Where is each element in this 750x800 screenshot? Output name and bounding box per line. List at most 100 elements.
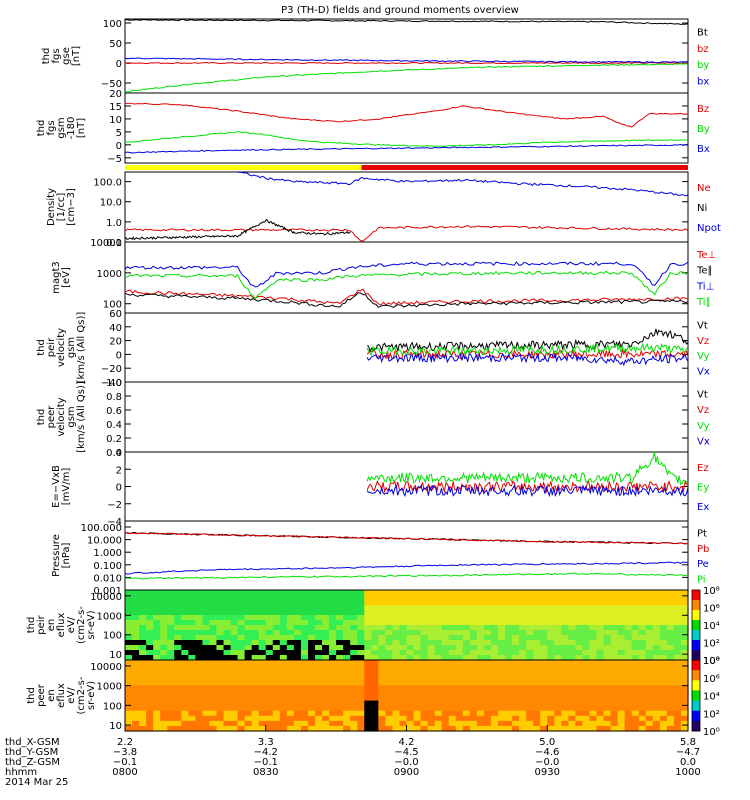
spectrogram-cell <box>399 705 408 712</box>
spectrogram-cell <box>427 695 436 702</box>
y-label-line: (cm2-s- <box>76 606 87 644</box>
spectrogram-cell <box>624 650 633 656</box>
spectrogram-cell <box>462 655 471 661</box>
spectrogram-cell <box>223 625 232 631</box>
spectrogram-cell <box>315 640 323 646</box>
spectrogram-cell <box>357 650 365 656</box>
spectrogram-cell <box>209 640 218 646</box>
spectrogram-cell <box>624 725 633 732</box>
spectrogram-cell <box>427 650 436 656</box>
spectrogram-cell <box>526 655 534 661</box>
spectrogram-cell <box>307 675 316 681</box>
y-axis-label: magt3 [eV] <box>51 261 72 294</box>
spectrogram-cell <box>610 660 619 666</box>
spectrogram-cell <box>364 680 372 686</box>
spectrogram-cell <box>244 675 253 681</box>
spectrogram-cell <box>125 650 133 656</box>
spectrogram-cell <box>497 590 506 596</box>
legend-density-0: Ne <box>697 183 711 194</box>
spectrogram-cell <box>448 605 457 611</box>
spectrogram-cell <box>272 615 281 621</box>
spectrogram-cell <box>392 705 401 712</box>
y-label-line: [eV] <box>61 267 72 288</box>
y-tick-label: 100 <box>103 19 122 30</box>
spectrogram-cell <box>420 655 429 661</box>
spectrogram-cell <box>547 715 555 722</box>
spectrogram-cell <box>371 635 379 641</box>
spectrogram-cell <box>300 605 309 611</box>
spectrogram-cell <box>413 640 422 646</box>
spectrogram-cell <box>293 620 302 626</box>
spectrogram-cell <box>153 695 161 702</box>
spectrogram-cell <box>659 620 668 626</box>
spectrogram-cell <box>540 605 548 611</box>
spectrogram-cell <box>589 685 598 692</box>
spectrogram-cell <box>610 635 619 641</box>
spectrogram-cell <box>596 655 605 661</box>
spectrogram-cell <box>455 685 464 692</box>
spectrogram-cell <box>603 640 612 646</box>
spectrogram-cell <box>132 700 140 707</box>
spectrogram-cell <box>673 705 682 712</box>
spectrogram-cell <box>469 705 478 712</box>
spectrogram-cell <box>645 635 654 641</box>
spectrogram-cell <box>307 705 316 712</box>
spectrogram-cell <box>420 630 429 636</box>
spectrogram-cell <box>146 705 154 712</box>
spectrogram-cell <box>293 685 302 692</box>
spectrogram-cell <box>329 670 337 676</box>
spectrogram-cell <box>603 705 612 712</box>
spectrogram-cell <box>251 660 260 666</box>
spectrogram-cell <box>434 670 443 676</box>
spectrogram-cell <box>265 655 274 661</box>
spectrogram-cell <box>490 660 499 666</box>
spectrogram-cell <box>512 715 520 722</box>
spectrogram-cell <box>533 690 541 697</box>
y-label-line: sr-eV) <box>86 681 97 710</box>
spectrogram-cell <box>329 725 337 732</box>
spectrogram-cell <box>279 660 288 666</box>
spectrogram-cell <box>540 600 548 606</box>
spectrogram-cell <box>519 710 527 717</box>
spectrogram-cell <box>343 660 351 666</box>
spectrogram-cell <box>399 640 408 646</box>
spectrogram-cell <box>223 715 232 722</box>
spectrogram-cell <box>659 645 668 651</box>
spectrogram-cell <box>364 675 372 681</box>
spectrogram-cell <box>357 625 365 631</box>
spectrogram-cell <box>680 685 689 692</box>
spectrogram-cell <box>279 700 288 707</box>
spectrogram-cell <box>645 605 654 611</box>
spectrogram-cell <box>603 650 612 656</box>
spectrogram-cell <box>146 675 154 681</box>
spectrogram-cell <box>490 620 499 626</box>
spectrogram-cell <box>455 650 464 656</box>
spectrogram-cell <box>265 725 274 732</box>
spectrogram-cell <box>455 720 464 727</box>
spectrogram-cell <box>343 615 351 621</box>
spectrogram-cell <box>512 700 520 707</box>
spectrogram-cell <box>512 630 520 636</box>
spectrogram-cell <box>497 705 506 712</box>
spectrogram-cell <box>406 625 415 631</box>
legend-peir_vel-3: Vx <box>697 367 710 378</box>
spectrogram-cell <box>265 600 274 606</box>
spectrogram-cell <box>293 670 302 676</box>
panel-frame <box>124 381 689 453</box>
spectrogram-cell <box>230 725 239 732</box>
legend-fgs_gsm-0: Bz <box>697 104 709 115</box>
spectrogram-cell <box>343 680 351 686</box>
spectrogram-cell <box>195 640 204 646</box>
spectrogram-cell <box>638 660 647 666</box>
spectrogram-cell <box>357 665 365 671</box>
spectrogram-cell <box>631 670 640 676</box>
spectrogram-cell <box>188 595 196 601</box>
spectrogram-cell <box>617 670 626 676</box>
spectrogram-cell <box>448 620 457 626</box>
spectrogram-cell <box>209 615 218 621</box>
spectrogram-cell <box>300 640 309 646</box>
spectrogram-cell <box>413 710 422 717</box>
spectrogram-cell <box>371 715 379 722</box>
spectrogram-cell <box>343 670 351 676</box>
y-axis-label: thd peir velocity gsm [km/s (All Qs)] <box>36 312 87 384</box>
